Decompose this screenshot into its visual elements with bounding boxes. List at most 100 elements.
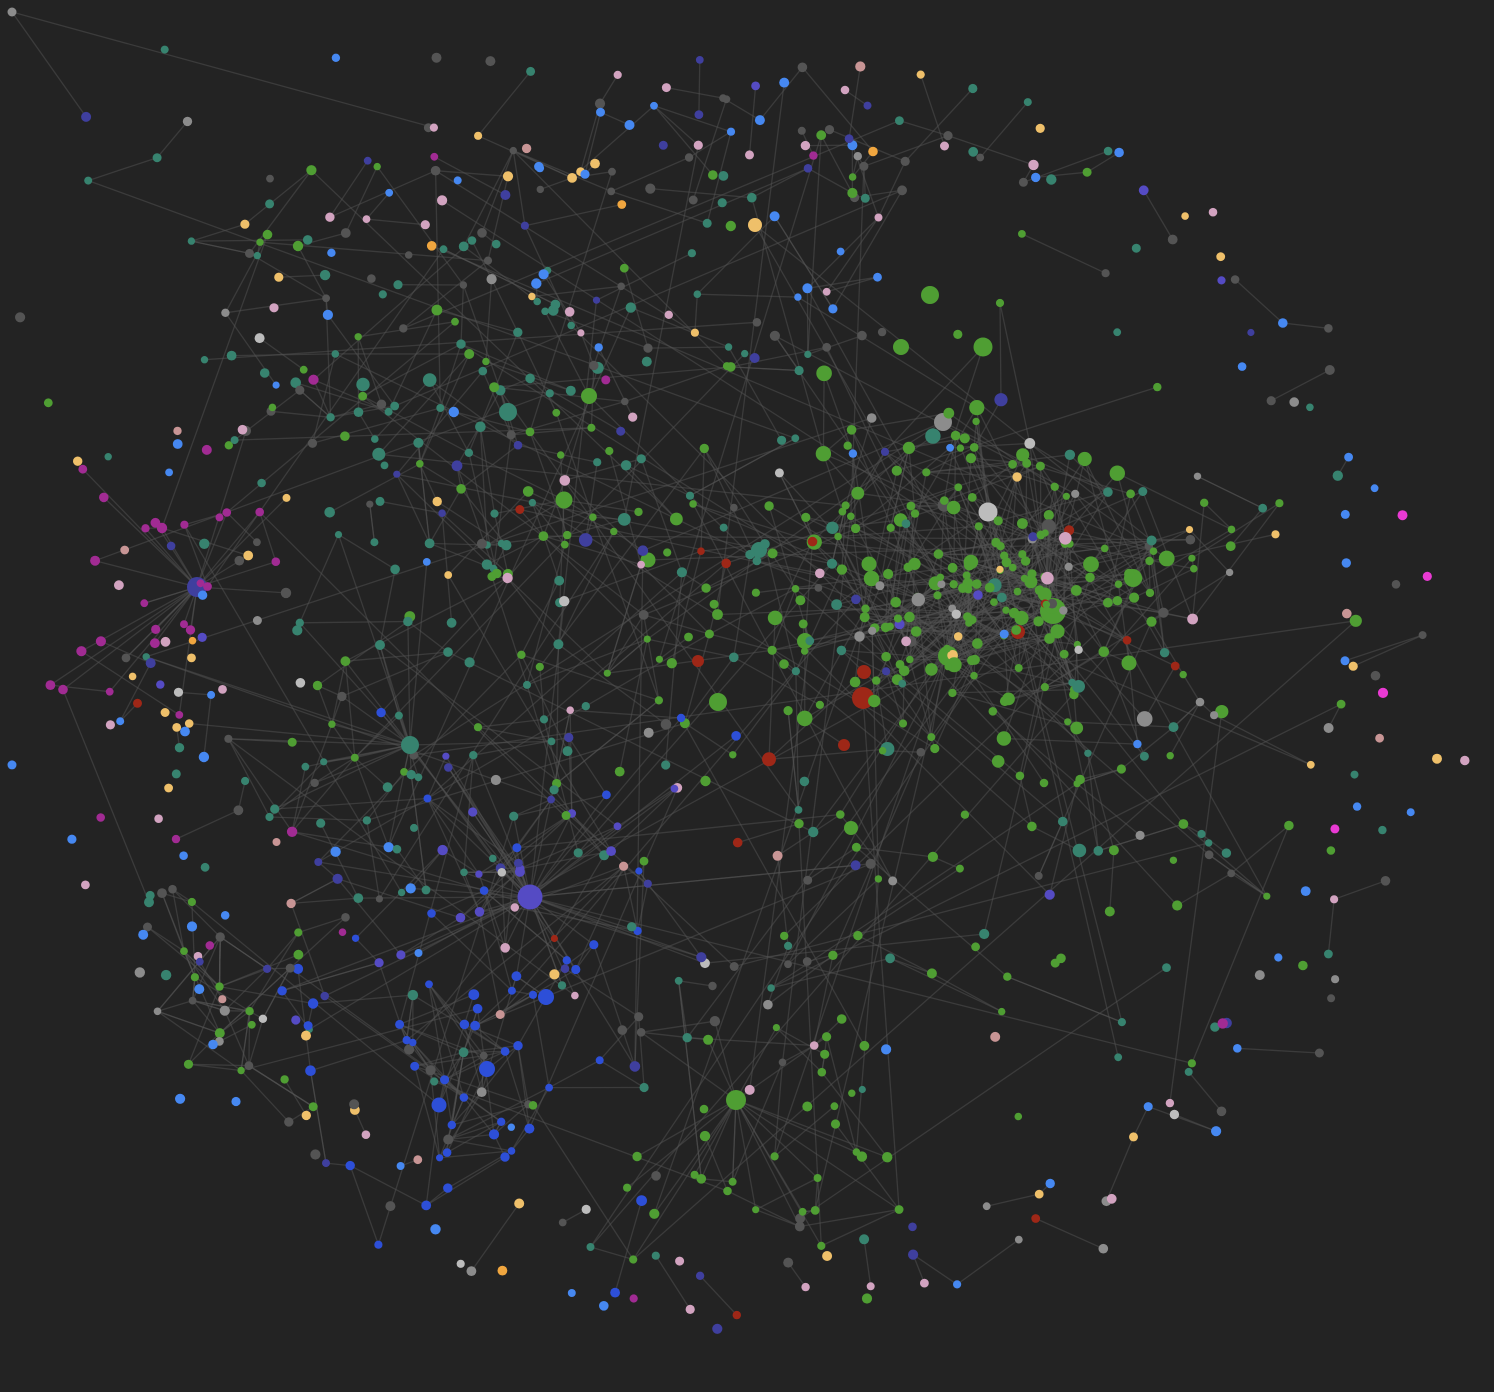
graph-node[interactable] xyxy=(944,662,952,671)
graph-node[interactable] xyxy=(910,509,920,518)
graph-node[interactable] xyxy=(637,545,649,556)
graph-node[interactable] xyxy=(284,1117,294,1127)
graph-node[interactable] xyxy=(291,1015,301,1025)
graph-node[interactable] xyxy=(1085,572,1095,583)
graph-node[interactable] xyxy=(145,658,156,669)
graph-node[interactable] xyxy=(613,70,622,79)
graph-node[interactable] xyxy=(414,773,423,782)
graph-node[interactable] xyxy=(334,531,343,539)
graph-node[interactable] xyxy=(180,726,190,737)
graph-node[interactable] xyxy=(851,594,861,605)
graph-node[interactable] xyxy=(664,310,673,319)
graph-node[interactable] xyxy=(613,822,622,831)
graph-node[interactable] xyxy=(638,610,649,620)
graph-node[interactable] xyxy=(900,156,910,166)
graph-node[interactable] xyxy=(128,672,137,681)
graph-node[interactable] xyxy=(1018,550,1027,559)
graph-node[interactable] xyxy=(840,85,850,95)
graph-node[interactable] xyxy=(509,146,517,155)
graph-node[interactable] xyxy=(1114,580,1123,588)
graph-node[interactable] xyxy=(956,444,965,452)
graph-node[interactable] xyxy=(184,719,194,728)
graph-node[interactable] xyxy=(366,500,374,508)
graph-node[interactable] xyxy=(906,655,914,664)
graph-node[interactable] xyxy=(1064,449,1076,460)
graph-node[interactable] xyxy=(997,592,1007,603)
graph-node[interactable] xyxy=(314,858,323,866)
graph-node[interactable] xyxy=(302,235,313,245)
graph-node[interactable] xyxy=(1100,544,1109,553)
graph-node[interactable] xyxy=(960,810,970,819)
graph-node[interactable] xyxy=(353,893,364,903)
graph-node[interactable] xyxy=(545,1083,553,1092)
graph-hub-node[interactable] xyxy=(978,502,998,522)
graph-node[interactable] xyxy=(936,573,945,581)
graph-node[interactable] xyxy=(619,263,629,273)
graph-node[interactable] xyxy=(231,1096,241,1107)
graph-node[interactable] xyxy=(517,650,526,659)
graph-node[interactable] xyxy=(562,956,571,965)
graph-node[interactable] xyxy=(861,1293,873,1304)
graph-node[interactable] xyxy=(875,581,885,591)
graph-node[interactable] xyxy=(349,1099,360,1110)
graph-node[interactable] xyxy=(848,173,857,181)
graph-node[interactable] xyxy=(1129,592,1140,603)
graph-node[interactable] xyxy=(301,1030,311,1041)
graph-node[interactable] xyxy=(1158,607,1169,618)
graph-node[interactable] xyxy=(207,690,216,699)
graph-node[interactable] xyxy=(885,953,895,964)
graph-node[interactable] xyxy=(456,1259,465,1268)
graph-node[interactable] xyxy=(595,1056,604,1065)
graph-node[interactable] xyxy=(451,460,463,472)
graph-node[interactable] xyxy=(1122,635,1132,645)
graph-node[interactable] xyxy=(422,558,431,566)
graph-node[interactable] xyxy=(1024,575,1038,589)
graph-node[interactable] xyxy=(150,638,160,649)
graph-node[interactable] xyxy=(820,1049,830,1059)
graph-node[interactable] xyxy=(487,572,497,581)
graph-node[interactable] xyxy=(1178,819,1189,829)
graph-node[interactable] xyxy=(780,931,789,941)
graph-node[interactable] xyxy=(972,638,983,649)
graph-node[interactable] xyxy=(549,969,560,980)
graph-node[interactable] xyxy=(253,538,261,547)
graph-node[interactable] xyxy=(632,1151,642,1162)
graph-hub-node[interactable] xyxy=(973,337,993,357)
graph-node[interactable] xyxy=(621,397,629,406)
graph-node[interactable] xyxy=(1001,557,1012,568)
graph-node[interactable] xyxy=(754,115,765,126)
graph-node[interactable] xyxy=(990,1031,1001,1042)
graph-node[interactable] xyxy=(196,579,205,588)
graph-node[interactable] xyxy=(729,751,737,759)
graph-node[interactable] xyxy=(721,558,731,569)
graph-node[interactable] xyxy=(1168,722,1179,733)
graph-node[interactable] xyxy=(873,272,882,282)
graph-node[interactable] xyxy=(1340,509,1350,519)
graph-node[interactable] xyxy=(1103,487,1113,497)
graph-node[interactable] xyxy=(416,460,424,468)
graph-node[interactable] xyxy=(959,433,970,444)
graph-node[interactable] xyxy=(413,1155,423,1165)
graph-node[interactable] xyxy=(1172,900,1183,911)
graph-node[interactable] xyxy=(1195,697,1205,707)
graph-node[interactable] xyxy=(400,768,408,776)
graph-node[interactable] xyxy=(497,1117,506,1127)
graph-node[interactable] xyxy=(617,282,625,291)
graph-node[interactable] xyxy=(904,611,915,623)
graph-node[interactable] xyxy=(180,947,188,955)
graph-node[interactable] xyxy=(1210,1022,1220,1032)
graph-node[interactable] xyxy=(693,140,703,150)
graph-node[interactable] xyxy=(850,523,861,534)
graph-node[interactable] xyxy=(1460,755,1470,766)
graph-node[interactable] xyxy=(134,967,145,978)
graph-node[interactable] xyxy=(140,599,149,608)
graph-node[interactable] xyxy=(514,1198,525,1209)
graph-node[interactable] xyxy=(1113,328,1122,337)
graph-hub-node[interactable] xyxy=(726,1090,746,1110)
graph-node[interactable] xyxy=(393,280,403,290)
graph-node[interactable] xyxy=(943,407,955,419)
graph-node[interactable] xyxy=(410,1061,420,1071)
graph-node[interactable] xyxy=(188,636,197,645)
graph-node[interactable] xyxy=(254,333,265,344)
graph-node[interactable] xyxy=(500,190,511,200)
